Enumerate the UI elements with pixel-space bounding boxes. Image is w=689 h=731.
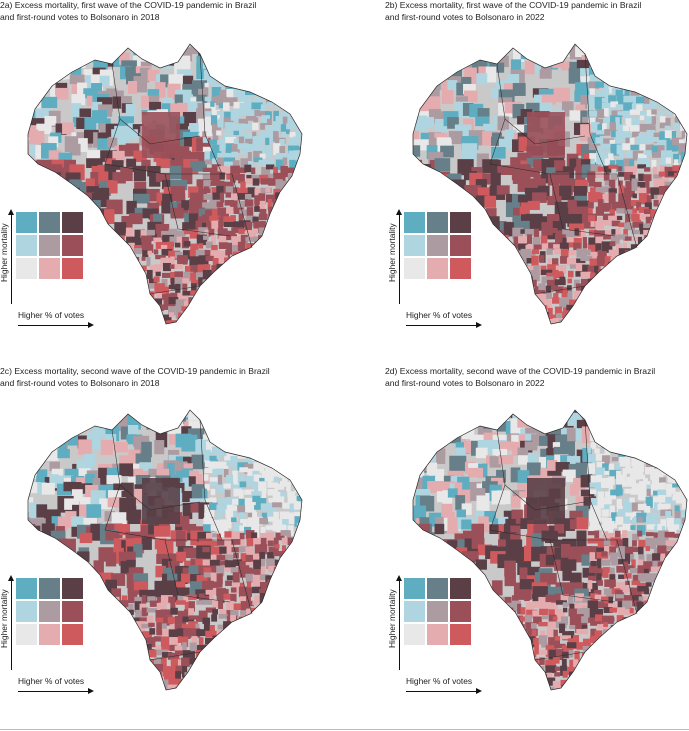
legend-cell [39, 601, 60, 622]
arrow-right-icon [88, 688, 94, 694]
legend-cell [404, 235, 425, 256]
map-panel-2b: 2b) Excess mortality, first wave of the … [385, 0, 689, 350]
legend-cell [427, 235, 448, 256]
x-axis-arrow [406, 691, 477, 692]
legend-cell [39, 624, 60, 645]
legend-y-label: Higher mortality [0, 223, 9, 282]
legend-cell [427, 624, 448, 645]
legend-cell [450, 235, 471, 256]
arrow-up-icon [396, 575, 402, 581]
arrow-right-icon [476, 688, 482, 694]
legend-cell [39, 212, 60, 233]
legend-cell [450, 258, 471, 279]
legend-y-label: Higher mortality [0, 589, 9, 648]
legend-cell [39, 578, 60, 599]
arrow-up-icon [8, 209, 14, 215]
bottom-rule [0, 729, 689, 730]
legend-cell [62, 235, 83, 256]
brazil-choropleth-map [27, 409, 303, 691]
legend-cell [404, 258, 425, 279]
brazil-choropleth-map [27, 43, 303, 325]
brazil-choropleth-map [412, 409, 688, 691]
legend-cell [450, 601, 471, 622]
legend-cell [16, 212, 37, 233]
map-panel-2d: 2d) Excess mortality, second wave of the… [385, 366, 689, 716]
legend-x-label: Higher % of votes [406, 676, 473, 686]
legend-cell [62, 601, 83, 622]
map-panel-2a: 2a) Excess mortality, first wave of the … [0, 0, 330, 350]
legend-cell [404, 624, 425, 645]
legend-y-label: Higher mortality [387, 223, 397, 282]
arrow-right-icon [476, 322, 482, 328]
x-axis-arrow [406, 325, 477, 326]
y-axis-arrow [399, 214, 400, 304]
legend-x-label: Higher % of votes [18, 310, 85, 320]
legend-cell [39, 235, 60, 256]
arrow-up-icon [396, 209, 402, 215]
y-axis-arrow [399, 580, 400, 670]
legend-cell [404, 601, 425, 622]
x-axis-arrow [18, 691, 89, 692]
legend-x-label: Higher % of votes [18, 676, 85, 686]
legend-cell [62, 624, 83, 645]
legend-cell [16, 601, 37, 622]
x-axis-arrow [18, 325, 89, 326]
legend-cell [16, 258, 37, 279]
panel-title: 2a) Excess mortality, first wave of the … [0, 0, 257, 22]
panel-title: 2c) Excess mortality, second wave of the… [0, 366, 270, 388]
legend-cell [450, 212, 471, 233]
legend-cell [427, 578, 448, 599]
legend-cell [404, 578, 425, 599]
map-panel-2c: 2c) Excess mortality, second wave of the… [0, 366, 330, 716]
legend-y-label: Higher mortality [387, 589, 397, 648]
legend-cell [427, 258, 448, 279]
legend-cell [427, 601, 448, 622]
legend-cell [450, 624, 471, 645]
legend-x-label: Higher % of votes [406, 310, 473, 320]
arrow-up-icon [8, 575, 14, 581]
legend-cell [16, 624, 37, 645]
legend-cell [16, 235, 37, 256]
legend-cell [39, 258, 60, 279]
legend-cell [404, 212, 425, 233]
brazil-choropleth-map [412, 43, 688, 325]
y-axis-arrow [11, 214, 12, 304]
arrow-right-icon [88, 322, 94, 328]
legend-cell [16, 578, 37, 599]
y-axis-arrow [11, 580, 12, 670]
legend-cell [62, 578, 83, 599]
legend-cell [62, 258, 83, 279]
legend-cell [450, 578, 471, 599]
legend-cell [427, 212, 448, 233]
panel-title: 2d) Excess mortality, second wave of the… [385, 366, 656, 388]
legend-cell [62, 212, 83, 233]
panel-title: 2b) Excess mortality, first wave of the … [385, 0, 642, 22]
